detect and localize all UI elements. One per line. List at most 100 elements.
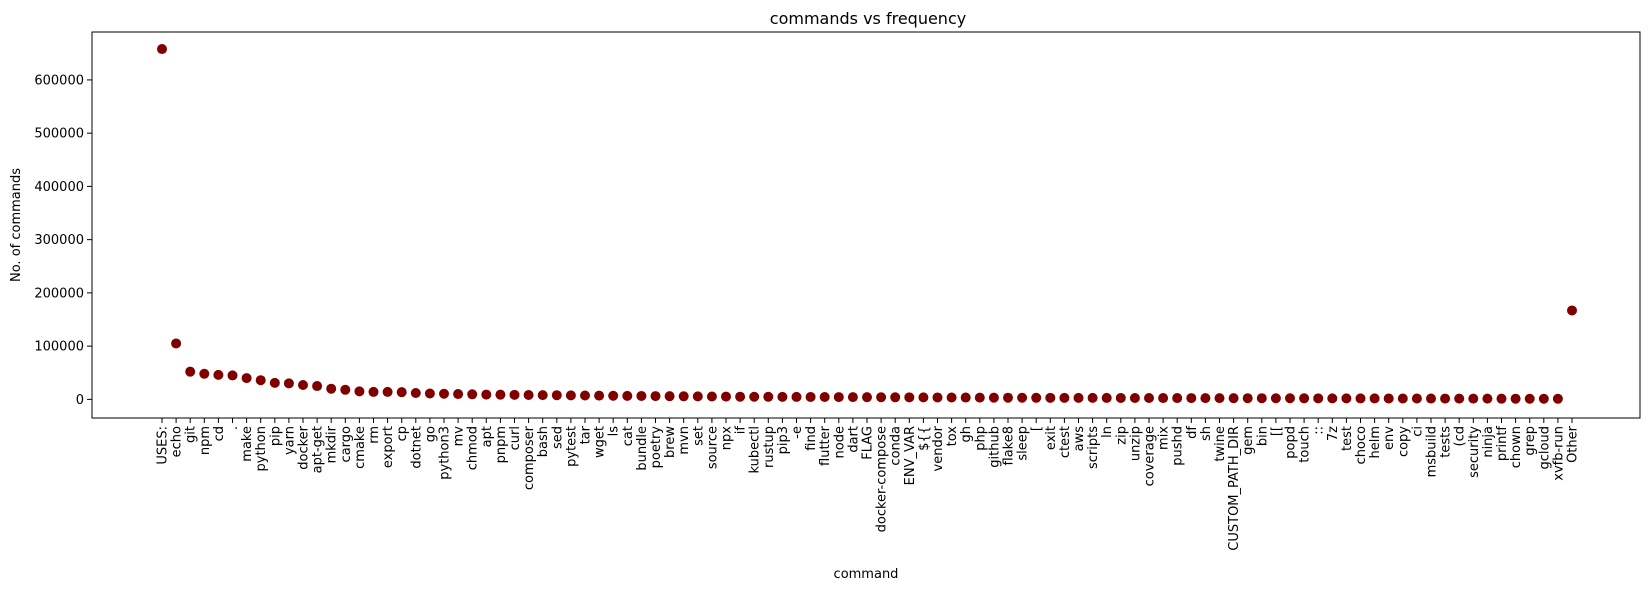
x-tick-label: -e — [790, 426, 805, 439]
x-tick-label: python — [254, 426, 269, 471]
y-tick-label: 500000 — [34, 127, 84, 142]
data-point — [551, 390, 562, 401]
data-point — [199, 368, 210, 379]
data-point — [749, 391, 760, 402]
chart-title: commands vs frequency — [770, 9, 966, 28]
x-tick-label: flake8 — [1002, 426, 1017, 466]
data-point — [763, 391, 774, 402]
x-tick-label: security — [1467, 426, 1482, 478]
x-tick-label: 7z — [1326, 426, 1341, 441]
data-point — [1256, 393, 1267, 404]
x-tick-label: node — [832, 426, 847, 458]
x-tick-label: dotnet — [409, 426, 424, 469]
x-tick-label: apt-get — [311, 426, 326, 473]
x-tick-label: npm — [198, 426, 213, 455]
x-tick-label: choco — [1354, 426, 1369, 464]
x-tick-label: gem — [1241, 426, 1256, 455]
data-point — [1214, 393, 1225, 404]
data-point — [678, 391, 689, 402]
data-point — [467, 389, 478, 400]
data-point — [636, 390, 647, 401]
x-tick-label: [[ — [1269, 426, 1284, 436]
x-tick-label: dart — [846, 426, 861, 453]
x-tick-label: vendor — [931, 425, 946, 471]
x-tick-label: cat — [621, 426, 636, 446]
data-point — [622, 390, 633, 401]
data-point — [1440, 393, 1451, 404]
x-tick-label: cmake — [353, 426, 368, 469]
data-point — [326, 383, 337, 394]
x-tick-label: cp — [395, 426, 410, 441]
x-tick-label: pip3 — [776, 426, 791, 454]
data-point — [255, 375, 266, 386]
x-axis-label: command — [834, 567, 899, 582]
x-tick-label: [ — [1030, 426, 1045, 431]
data-point — [594, 390, 605, 401]
data-point — [706, 391, 717, 402]
data-point — [876, 392, 887, 403]
data-point — [960, 392, 971, 403]
data-point — [227, 370, 238, 381]
data-point — [791, 391, 802, 402]
data-point — [1144, 393, 1154, 404]
x-tick-label: pytest — [564, 426, 579, 467]
x-tick-label: ctest — [1058, 426, 1073, 458]
data-point — [890, 392, 901, 403]
x-tick-label: php — [973, 426, 988, 451]
data-point — [410, 387, 421, 398]
data-point — [1327, 393, 1338, 404]
x-tick-label: sed — [550, 426, 565, 449]
x-tick-label: if — [734, 426, 749, 435]
data-point — [946, 392, 957, 403]
y-tick-label: 600000 — [34, 73, 84, 88]
x-tick-label: apt — [480, 426, 495, 447]
x-tick-label: grep — [1523, 426, 1538, 456]
x-tick-label: mkdir — [325, 425, 340, 463]
x-tick-label: coverage — [1143, 426, 1158, 486]
x-tick-label: composer — [522, 425, 537, 490]
data-point — [1397, 393, 1408, 404]
data-point — [354, 386, 365, 397]
y-tick-label: 300000 — [34, 233, 84, 248]
data-point — [1355, 393, 1366, 404]
x-tick-label: unzip — [1128, 426, 1143, 461]
data-point — [721, 391, 731, 402]
x-tick-label: scripts — [1086, 426, 1101, 469]
x-tick-label: ls — [607, 426, 622, 437]
y-axis: 0 100000 200000 300000 400000 500000 600000 — [34, 73, 92, 408]
x-tick-label: mix — [1157, 426, 1172, 450]
data-point — [1228, 393, 1239, 404]
x-tick-label: pnpm — [494, 426, 509, 463]
data-point — [988, 392, 999, 403]
x-tick-label: msbuild — [1425, 426, 1440, 477]
x-tick-label: mvn — [677, 426, 692, 455]
data-point — [157, 44, 167, 55]
data-point — [439, 388, 449, 399]
y-tick-label: 0 — [76, 393, 84, 408]
x-tick-label: echo — [170, 426, 185, 457]
x-tick-label: conda — [889, 426, 904, 466]
x-tick-label: export — [381, 426, 396, 468]
x-tick-label: kubectl — [748, 426, 763, 473]
data-point — [1426, 393, 1436, 404]
data-point — [1285, 393, 1295, 404]
x-tick-label: FLAG — [861, 426, 876, 460]
x-tick-label: bash — [536, 426, 551, 457]
data-point — [1524, 393, 1535, 404]
data-point — [298, 379, 308, 390]
data-point — [185, 366, 196, 377]
x-tick-label: popd — [1284, 426, 1299, 459]
x-tick-label: ENV_VAR — [903, 426, 918, 485]
x-tick-label: xvfb-run — [1551, 426, 1566, 481]
data-point — [1172, 393, 1183, 404]
x-tick-label: copy — [1396, 426, 1411, 457]
x-tick-label: Other — [1566, 425, 1581, 463]
data-point — [1242, 393, 1253, 404]
x-tick-label: gh — [959, 426, 974, 443]
data-point — [974, 392, 985, 403]
x-tick-label: printf — [1495, 426, 1510, 462]
x-tick-label: tests — [1439, 426, 1454, 458]
data-point — [1454, 393, 1465, 404]
x-tick-label: curl — [508, 426, 523, 450]
